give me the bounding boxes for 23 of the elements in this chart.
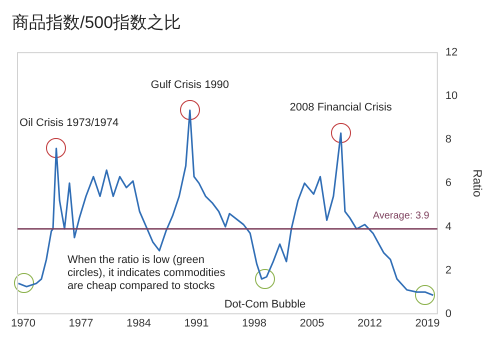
y-tick-label: 0 bbox=[445, 308, 452, 320]
x-tick-label: 1984 bbox=[126, 317, 152, 330]
ref-line-label: Average: 3.9 bbox=[372, 210, 430, 222]
x-tick-label: 2012 bbox=[357, 317, 382, 330]
annotation: 2008 Financial Crisis bbox=[290, 102, 392, 114]
y-axis-title: Ratio bbox=[470, 169, 484, 198]
x-tick-label: 2019 bbox=[415, 317, 440, 330]
chart-title: 商品指数/500指数之比 bbox=[11, 12, 182, 34]
y-tick-label: 2 bbox=[445, 264, 452, 276]
y-tick-label: 4 bbox=[445, 220, 452, 233]
x-tick-label: 1977 bbox=[68, 317, 94, 330]
annotation: When the ratio is low (green circles), it indicates commodities are cheap compared to stocks bbox=[68, 254, 226, 293]
annotation: Dot-Com Bubble bbox=[224, 298, 306, 311]
y-tick-label: 10 bbox=[445, 90, 458, 102]
y-tick-label: 6 bbox=[445, 177, 452, 190]
x-tick-label: 1991 bbox=[184, 317, 209, 330]
x-tick-label: 1970 bbox=[11, 317, 36, 330]
y-tick-label: 12 bbox=[445, 46, 458, 59]
x-tick-label: 1998 bbox=[242, 317, 266, 330]
annotation: Oil Crisis 1973/1974 bbox=[20, 116, 119, 129]
annotation: Gulf Crisis 1990 bbox=[150, 78, 230, 91]
x-tick-label: 2005 bbox=[300, 317, 324, 330]
y-tick-label: 8 bbox=[445, 134, 452, 146]
